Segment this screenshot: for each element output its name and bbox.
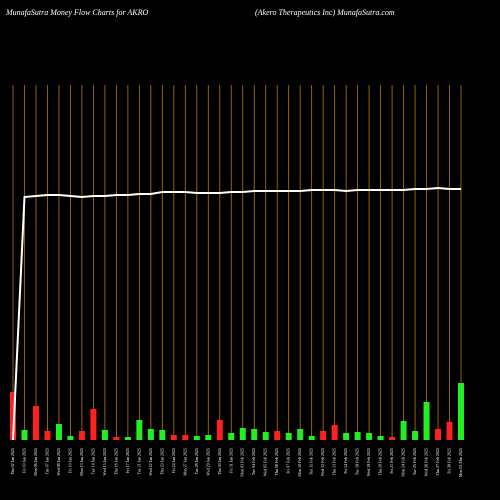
bar xyxy=(251,429,258,440)
bar xyxy=(354,432,361,440)
bar xyxy=(458,383,464,440)
chart-subtitle: (Akero Therapeutics Inc) MunafaSutra.com xyxy=(255,8,395,17)
bar xyxy=(331,425,338,440)
x-tick-label: Wed 05 Feb 2025 xyxy=(263,448,268,476)
bar xyxy=(262,432,269,440)
bar xyxy=(366,433,373,440)
x-tick-label: Tue 04 Feb 2025 xyxy=(251,448,256,475)
bar xyxy=(216,420,223,440)
x-tick-label: Fri 07 Feb 2025 xyxy=(286,448,291,474)
bar xyxy=(412,431,419,440)
bar xyxy=(400,421,407,440)
x-tick-label: Tue 11 Feb 2025 xyxy=(309,448,314,475)
x-tick-label: Mon 27 Jan 2025 xyxy=(182,448,187,476)
bar xyxy=(182,435,189,440)
x-tick-label: Tue 21 Jan 2025 xyxy=(136,448,141,474)
x-tick-label: Thu 27 Feb 2025 xyxy=(435,448,440,475)
bar xyxy=(446,422,453,440)
x-tick-label: Thu 13 Feb 2025 xyxy=(332,448,337,475)
x-tick-label: Thu 16 Jan 2025 xyxy=(113,448,118,475)
bar xyxy=(90,409,97,440)
x-tick-label: Tue 28 Jan 2025 xyxy=(194,448,199,474)
x-tick-label: Fri 17 Jan 2025 xyxy=(125,448,130,473)
bar xyxy=(377,436,384,440)
x-tick-label: Thu 20 Feb 2025 xyxy=(378,448,383,475)
x-tick-label: Wed 15 Jan 2025 xyxy=(102,448,107,476)
bar xyxy=(101,430,108,440)
bar xyxy=(320,431,327,440)
bar xyxy=(32,406,39,440)
x-tick-label: Thu 02 Jan 2025 xyxy=(10,448,15,475)
bar xyxy=(78,431,85,440)
x-tick-label: Mon 03 Feb 2025 xyxy=(240,448,245,477)
x-tick-label: Wed 29 Jan 2025 xyxy=(205,448,210,476)
x-tick-label: Tue 14 Jan 2025 xyxy=(90,448,95,474)
x-tick-label: Wed 26 Feb 2025 xyxy=(424,448,429,476)
x-tick-label: Thu 30 Jan 2025 xyxy=(217,448,222,475)
x-tick-label: Wed 08 Jan 2025 xyxy=(56,448,61,476)
bar xyxy=(159,430,166,440)
bar xyxy=(21,430,28,440)
bar xyxy=(239,428,246,440)
bar xyxy=(423,402,430,440)
x-tick-label: Tue 25 Feb 2025 xyxy=(412,448,417,475)
bar xyxy=(205,435,212,440)
money-flow-line xyxy=(12,186,461,441)
x-tick-label: Fri 03 Jan 2025 xyxy=(21,448,26,473)
x-tick-label: Mon 24 Feb 2025 xyxy=(401,448,406,477)
x-tick-label: Mon 13 Jan 2025 xyxy=(79,448,84,476)
bar xyxy=(147,429,154,440)
x-tick-label: Wed 12 Feb 2025 xyxy=(320,448,325,476)
x-tick-label: Mon 03 Mar 2025 xyxy=(458,448,463,477)
x-tick-label: Wed 19 Feb 2025 xyxy=(366,448,371,476)
x-tick-label: Fri 21 Feb 2025 xyxy=(389,448,394,474)
x-tick-label: Fri 31 Jan 2025 xyxy=(228,448,233,473)
bar xyxy=(193,436,200,440)
bar xyxy=(228,433,235,440)
x-tick-label: Fri 14 Feb 2025 xyxy=(343,448,348,474)
bar xyxy=(274,431,281,440)
x-tick-label: Tue 18 Feb 2025 xyxy=(355,448,360,475)
bar xyxy=(124,437,131,440)
x-tick-label: Wed 22 Jan 2025 xyxy=(148,448,153,476)
bar xyxy=(44,431,51,440)
bar xyxy=(285,433,292,440)
x-tick-label: Thu 23 Jan 2025 xyxy=(159,448,164,475)
bar xyxy=(389,437,396,440)
x-tick-label: Fri 10 Jan 2025 xyxy=(67,448,72,473)
bar xyxy=(67,436,74,440)
bar xyxy=(113,437,120,440)
bar xyxy=(435,429,442,440)
x-tick-label: Thu 06 Feb 2025 xyxy=(274,448,279,475)
bar xyxy=(297,429,304,440)
bar xyxy=(55,424,62,440)
x-tick-label: Fri 28 Feb 2025 xyxy=(447,448,452,474)
bar xyxy=(343,433,350,440)
x-tick-label: Fri 24 Jan 2025 xyxy=(171,448,176,473)
chart-title: MunafaSutra Money Flow Charts for AKRO xyxy=(5,8,149,17)
x-tick-label: Tue 07 Jan 2025 xyxy=(44,448,49,474)
x-tick-label: Mon 06 Jan 2025 xyxy=(33,448,38,476)
bar xyxy=(136,420,143,440)
bar xyxy=(308,436,315,440)
x-tick-label: Mon 10 Feb 2025 xyxy=(297,448,302,477)
bar xyxy=(10,392,16,440)
bar xyxy=(170,435,177,440)
